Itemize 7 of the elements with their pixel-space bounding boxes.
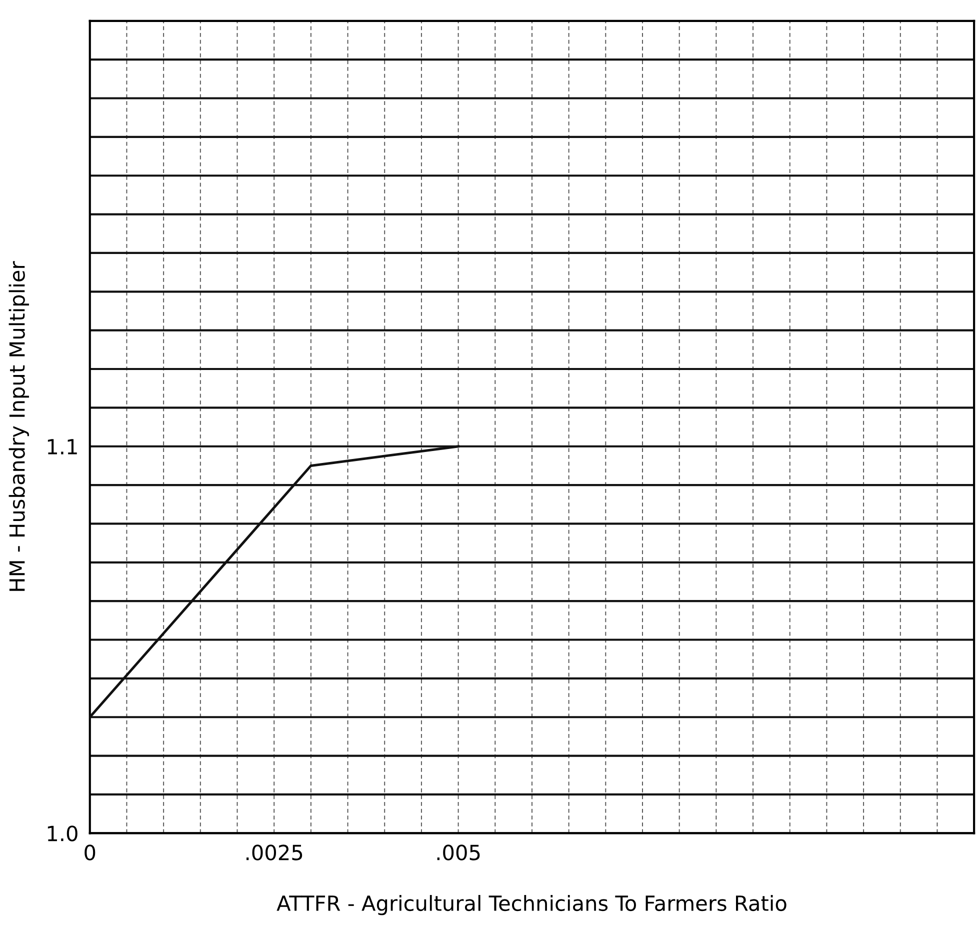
x-tick-label: .005 (437, 844, 480, 860)
x-tick-label: 0 (84, 844, 96, 860)
y-tick-label: 1.0 (48, 826, 78, 842)
y-tick-label: 1.1 (48, 439, 77, 454)
x-tick-label: .0025 (246, 844, 302, 860)
x-axis-title: ATTFR - Agricultural Technicians To Farmers Ratio (276, 894, 786, 916)
y-axis-title: HM - Husbandry Input Multiplier (8, 261, 29, 591)
